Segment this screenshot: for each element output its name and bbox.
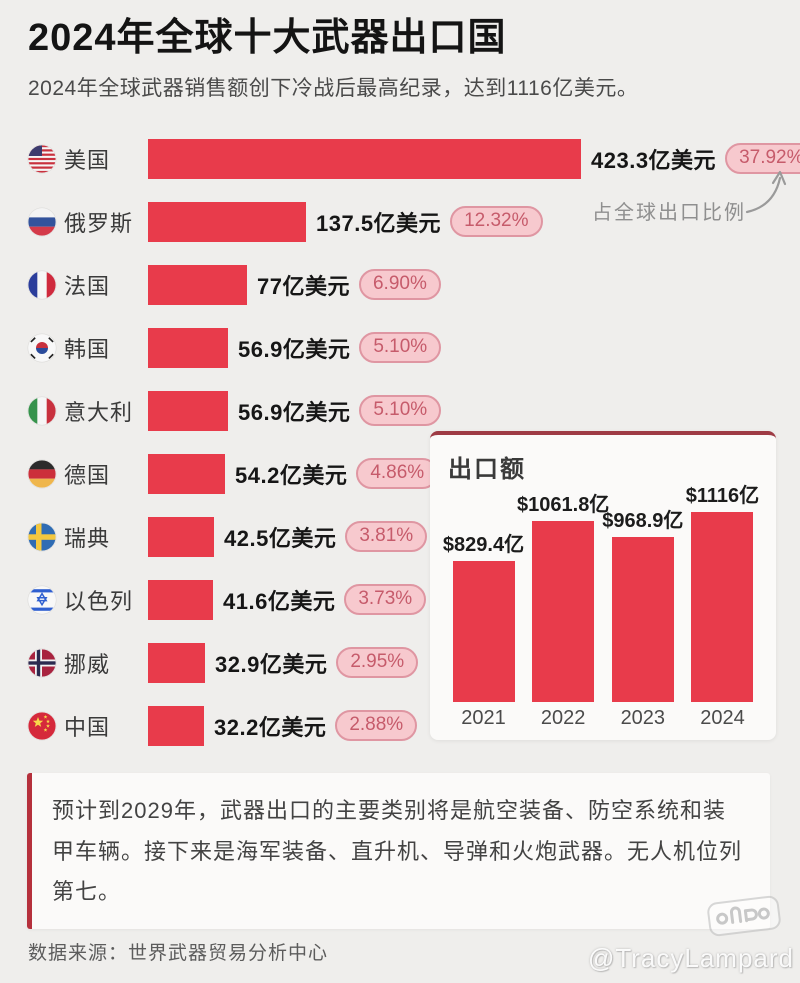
exporter-row: 挪威 32.9亿美元 2.95% [28,631,800,694]
inset-value-label: $1061.8亿 [517,494,610,516]
country-label: 意大利 [64,399,134,425]
inset-year-label: 2024 [700,707,745,729]
value-bar [148,201,306,242]
value-label: 41.6亿美元 [223,588,336,614]
value-bar [148,579,213,620]
share-annotation-label: 占全球出口比例 [592,202,746,224]
exporters-bar-chart: 美国 423.3亿美元 37.92% 俄罗斯 137.5亿美元 12.32% 法国 77亿美元… [28,127,800,757]
share-badge: 2.95% [336,647,419,678]
value-bar [148,453,225,494]
flag-icon-de [28,459,56,488]
value-bar [148,642,205,683]
flag-icon-ru [28,207,56,236]
value-bar [148,264,247,305]
flag-icon-us [28,144,56,173]
inset-bar-column: $1116亿 2024 [684,479,761,732]
inset-title: 出口额 [448,456,526,483]
flag-icon-kr [28,333,56,362]
inset-bars: $829.4亿 2021 $1061.8亿 2022 $968.9亿 2023 $1116亿… [442,479,761,732]
inset-bar-column: $1061.8亿 2022 [517,488,609,732]
country-label: 美国 [64,147,111,173]
inset-bar-column: $968.9亿 2023 [602,504,684,732]
forecast-note-text: 预计到2029年，武器出口的主要类别将是航空装备、防空系统和装甲车辆。接下来是海… [52,798,743,905]
value-bar [148,516,214,557]
exporter-row: 美国 423.3亿美元 37.92% [28,127,800,190]
value-label: 56.9亿美元 [238,399,351,425]
country-label: 瑞典 [64,525,111,551]
forecast-note-box: 预计到2029年，武器出口的主要类别将是航空装备、防空系统和装甲车辆。接下来是海… [27,773,770,930]
flag-icon-it [28,396,56,425]
country-label: 德国 [64,462,111,488]
country-label: 韩国 [64,336,111,362]
curved-arrow-icon [745,170,787,214]
page-title: 2024年全球十大武器出口国 [28,17,507,59]
value-label: 42.5亿美元 [224,525,337,551]
export-trend-card: 出口额 $829.4亿 2021 $1061.8亿 2022 $968.9亿 2023 $1… [430,431,776,740]
country-label: 俄罗斯 [64,210,134,236]
inset-value-label: $968.9亿 [602,510,684,532]
share-badge: 2.88% [335,710,418,741]
inset-bar [532,521,595,702]
inset-value-label: $829.4亿 [442,534,525,556]
country-label: 挪威 [64,651,111,677]
exporter-row: 以色列 41.6亿美元 3.73% [28,568,800,631]
inset-bar [452,561,515,702]
inset-bar [611,537,674,702]
header: 2024年全球十大武器出口国 2024年全球武器销售额创下冷战后最高纪录，达到1… [28,16,772,102]
value-label: 77亿美元 [257,273,350,299]
flag-icon-il [28,585,56,614]
value-label: 56.9亿美元 [238,336,351,362]
value-bar [148,138,581,179]
share-badge: 6.90% [358,269,441,300]
share-badge: 4.86% [356,458,439,489]
flag-icon-cn [28,711,56,740]
country-label: 以色列 [64,588,134,614]
watermark-handle: @TracyLampard [587,943,794,973]
exporter-row: 中国 32.2亿美元 2.88% [28,694,800,757]
flag-icon-no [28,648,56,677]
exporter-row: 德国 54.2亿美元 4.86% [28,442,800,505]
inset-bar-column: $829.4亿 2021 [442,528,525,732]
value-bar [148,390,228,431]
value-bar [148,327,228,368]
inset-bar [691,512,754,702]
inset-year-label: 2021 [461,707,506,729]
country-label: 中国 [64,714,111,740]
watermark-stamp-icon [707,895,781,937]
share-badge: 12.32% [450,206,543,237]
country-label: 法国 [64,273,111,299]
share-badge: 3.73% [344,584,427,615]
share-badge: 3.81% [345,521,428,552]
exporter-row: 法国 77亿美元 6.90% [28,253,800,316]
exporter-row: 瑞典 42.5亿美元 3.81% [28,505,800,568]
flag-icon-se [28,522,56,551]
value-bar [148,705,204,746]
inset-value-label: $1116亿 [685,485,760,507]
value-label: 32.9亿美元 [215,651,328,677]
exporter-row: 韩国 56.9亿美元 5.10% [28,316,800,379]
share-badge: 5.10% [359,332,442,363]
value-label: 137.5亿美元 [316,210,442,236]
inset-year-label: 2022 [540,707,586,729]
exporter-row: 意大利 56.9亿美元 5.10% [28,379,800,442]
share-badge: 37.92% [725,143,800,174]
value-label: 32.2亿美元 [214,714,327,740]
value-label: 54.2亿美元 [235,462,348,488]
flag-icon-fr [28,270,56,299]
page-subtitle: 2024年全球武器销售额创下冷战后最高纪录，达到1116亿美元。 [28,76,639,100]
exporter-row: 俄罗斯 137.5亿美元 12.32% [28,190,800,253]
value-label: 423.3亿美元 [591,147,717,173]
share-badge: 5.10% [359,395,442,426]
inset-year-label: 2023 [620,707,666,729]
data-source-label: 数据来源：世界武器贸易分析中心 [28,943,329,964]
